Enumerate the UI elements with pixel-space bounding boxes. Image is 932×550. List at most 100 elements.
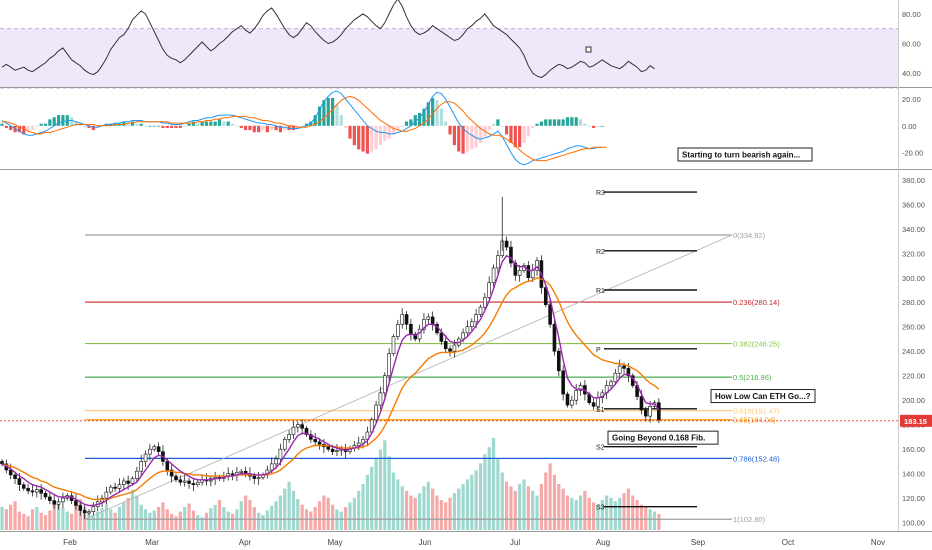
macd-histogram-bar — [87, 125, 91, 128]
volume-bar — [13, 501, 17, 530]
candle-body — [509, 246, 513, 264]
macd-histogram-bar — [322, 100, 326, 126]
macd-histogram-bar — [383, 125, 387, 141]
volume-bar — [452, 493, 456, 530]
rsi-tick-label: 60.00 — [902, 40, 921, 49]
volume-bar — [130, 489, 135, 530]
volume-bar — [431, 488, 435, 530]
fib-trend-line — [84, 234, 733, 520]
macd-histogram-bar — [465, 125, 470, 152]
candle-body — [404, 314, 409, 325]
volume-bar — [587, 497, 591, 530]
candle-body — [474, 314, 478, 323]
candle-body — [430, 316, 435, 325]
volume-bar — [404, 490, 409, 530]
macd-histogram-bar — [526, 125, 530, 137]
macd-histogram-bar — [509, 125, 513, 143]
volume-bar — [178, 511, 182, 530]
macd-histogram-bar — [335, 104, 339, 126]
time-tick-label: Jul — [510, 538, 520, 547]
macd-histogram-bar — [165, 125, 169, 128]
macd-histogram-bar — [209, 121, 213, 126]
price-tick-label: 340.00 — [902, 225, 925, 234]
candle-body — [165, 461, 170, 471]
price-tick-label: 260.00 — [902, 323, 925, 332]
candle-body — [130, 478, 135, 484]
macd-tick-label: 20.00 — [902, 95, 921, 104]
macd-histogram-bar — [48, 119, 52, 126]
volume-bar — [122, 502, 126, 530]
candle-body — [478, 306, 483, 315]
volume-bar — [74, 505, 78, 530]
macd-histogram-bar — [474, 125, 478, 148]
volume-bar — [387, 456, 391, 530]
candle-body — [443, 341, 448, 350]
candle-body — [317, 441, 322, 445]
macd-histogram-bar — [204, 121, 209, 126]
volume-bar — [313, 507, 317, 530]
candle-body — [309, 434, 313, 440]
macd-histogram-bar — [230, 123, 235, 126]
candle-body — [639, 396, 644, 411]
price-tick-label: 220.00 — [902, 372, 925, 381]
volume-bar — [226, 511, 230, 530]
macd-histogram-bar — [557, 119, 561, 126]
candle-body — [356, 442, 361, 446]
macd-histogram-bar — [357, 125, 361, 150]
candle-body — [39, 489, 43, 494]
candle-body — [591, 402, 596, 407]
volume-bar — [157, 507, 161, 530]
macd-histogram-bar — [600, 125, 604, 127]
volume-bar — [339, 511, 343, 530]
macd-histogram-bar — [257, 125, 261, 133]
volume-bar — [600, 500, 604, 530]
candle-body — [156, 446, 161, 452]
macd-histogram-bar — [344, 125, 348, 128]
candle-body — [304, 428, 309, 435]
candle-body — [313, 439, 318, 443]
macd-histogram-bar — [348, 125, 352, 139]
time-tick-label: Jun — [419, 538, 432, 547]
candle-body — [117, 484, 122, 489]
macd-histogram-bar — [592, 125, 596, 128]
candle-body — [152, 446, 157, 450]
pivot-label: S1 — [596, 407, 605, 414]
macd-histogram-bar — [300, 125, 304, 127]
time-tick-label: Aug — [596, 538, 610, 547]
volume-bar — [652, 511, 657, 530]
volume-bar — [22, 513, 26, 530]
price-tick-label: 320.00 — [902, 249, 925, 258]
volume-bar — [365, 474, 369, 530]
volume-bar — [148, 512, 152, 530]
candle-body — [609, 381, 613, 386]
volume-bar — [635, 500, 639, 530]
candle-body — [91, 506, 96, 512]
macd-histogram-bar — [139, 123, 143, 126]
macd-histogram-bar — [552, 119, 557, 126]
volume-bar — [552, 474, 557, 530]
macd-histogram-bar — [52, 117, 56, 126]
candle-body — [52, 500, 57, 505]
candle-body — [626, 368, 631, 377]
volume-bar — [326, 497, 330, 530]
candle-body — [291, 426, 296, 435]
candle-body — [174, 475, 178, 481]
pivot-label: S3 — [596, 505, 605, 512]
candle-body — [230, 473, 235, 476]
volume-bar — [505, 481, 509, 530]
volume-bar — [217, 500, 222, 530]
candle-body — [526, 265, 531, 279]
ema-short-line — [1, 254, 660, 507]
candle-body — [34, 489, 39, 493]
volume-bar — [378, 449, 383, 530]
candle-body — [452, 344, 457, 352]
volume-bar — [644, 507, 648, 530]
volume-bar — [609, 497, 613, 530]
volume-bar — [230, 513, 235, 530]
volume-bar — [26, 516, 30, 530]
volume-bar — [618, 497, 622, 530]
candle-body — [504, 240, 509, 248]
volume-bar — [544, 472, 548, 530]
volume-bar — [557, 484, 561, 530]
